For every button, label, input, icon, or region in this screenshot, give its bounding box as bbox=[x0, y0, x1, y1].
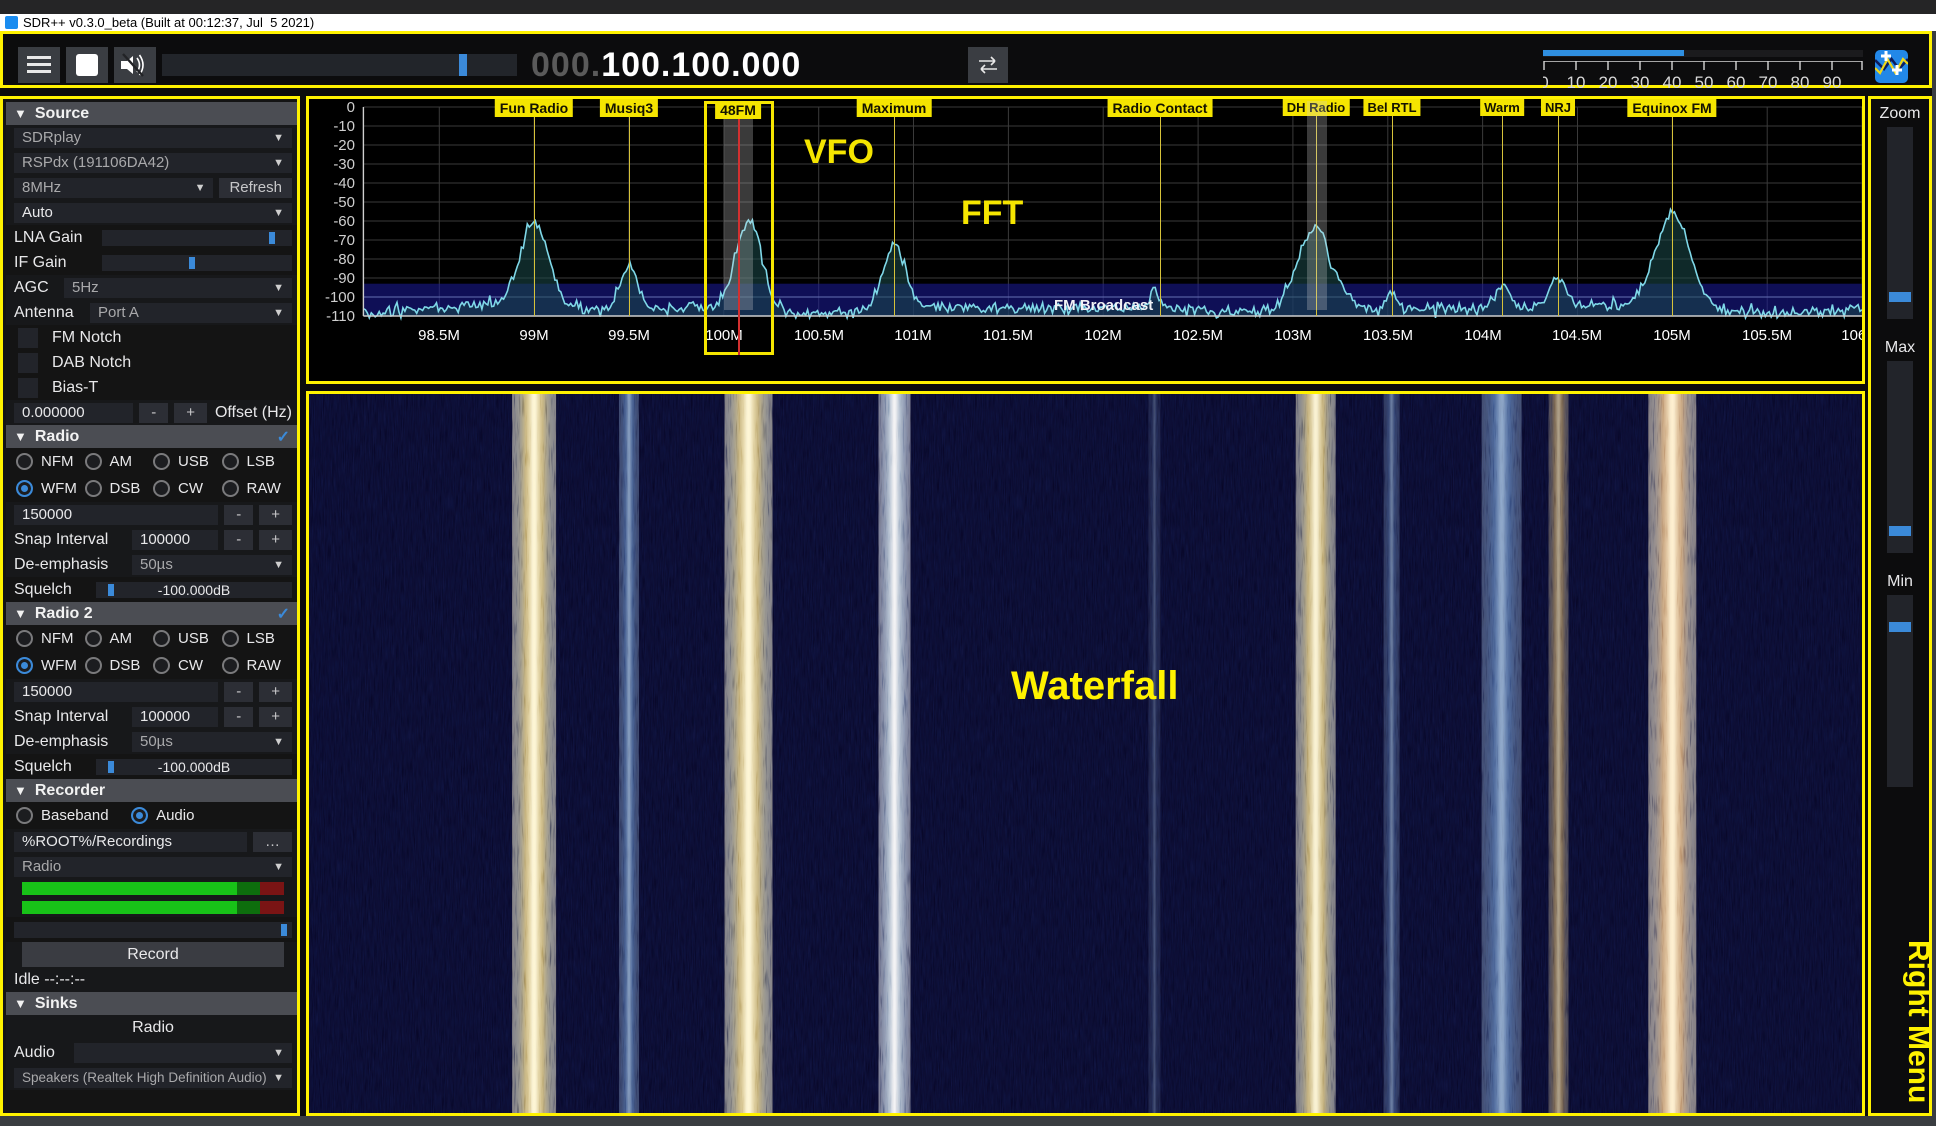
svg-text:70: 70 bbox=[1759, 73, 1778, 92]
svg-text:40: 40 bbox=[1663, 73, 1682, 92]
svg-text:60: 60 bbox=[1727, 73, 1746, 92]
svg-text:80: 80 bbox=[1791, 73, 1810, 92]
svg-text:50: 50 bbox=[1695, 73, 1714, 92]
svg-text:0: 0 bbox=[1543, 73, 1549, 92]
svg-text:20: 20 bbox=[1599, 73, 1618, 92]
svg-text:10: 10 bbox=[1567, 73, 1586, 92]
svg-text:30: 30 bbox=[1631, 73, 1650, 92]
svg-text:90: 90 bbox=[1823, 73, 1842, 92]
